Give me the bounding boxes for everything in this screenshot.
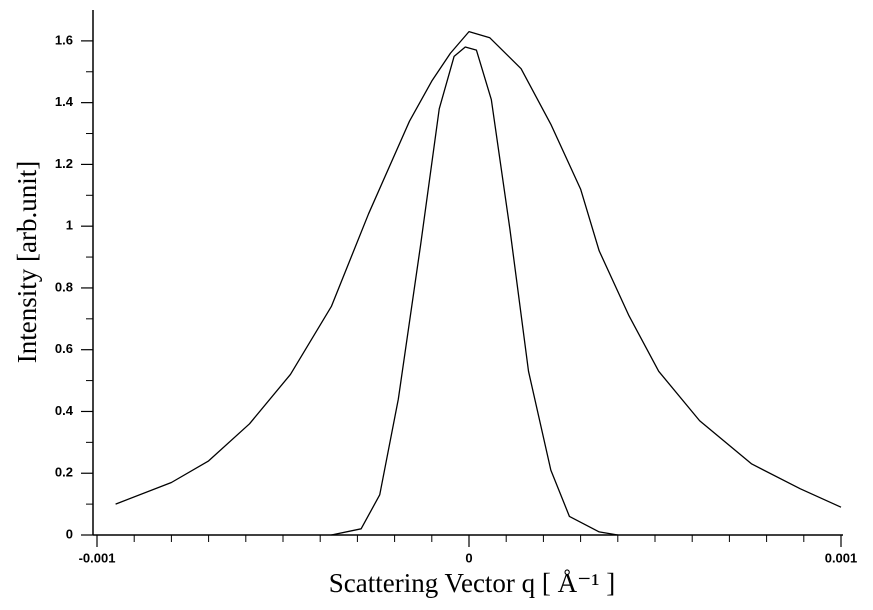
- y-tick-label: 0: [66, 526, 73, 541]
- data-line: [115, 30, 842, 508]
- x-tick-label: 0: [465, 550, 472, 565]
- x-tick-label: 0.001: [825, 550, 858, 565]
- y-tick-label: 0.4: [55, 403, 74, 418]
- y-tick-label: 0.6: [55, 341, 73, 356]
- x-tick-label: -0.001: [79, 550, 116, 565]
- y-tick-label: 1.4: [55, 94, 74, 109]
- x-axis-label: Scattering Vector q [ Å⁻¹ ]: [329, 568, 616, 598]
- y-tick-label: 0.2: [55, 465, 73, 480]
- y-tick-label: 1.2: [55, 156, 73, 171]
- data-line: [331, 46, 618, 536]
- y-tick-label: 1: [66, 218, 73, 233]
- y-axis-label: Intensity [arb.unit]: [12, 161, 42, 363]
- y-tick-label: 0.8: [55, 279, 73, 294]
- y-tick-label: 1.6: [55, 32, 73, 47]
